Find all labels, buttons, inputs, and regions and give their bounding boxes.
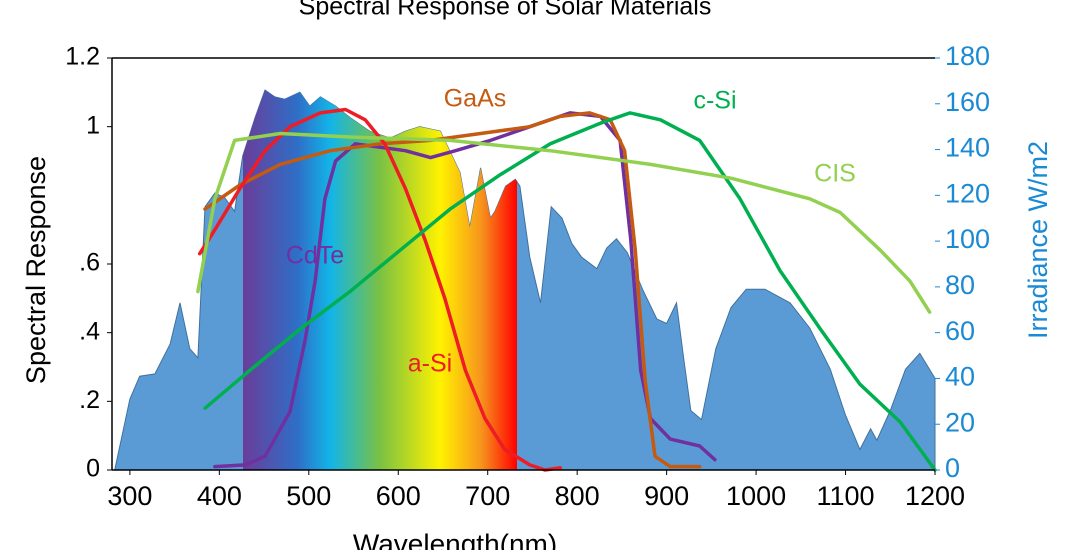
- y2-tick-label: 140: [945, 133, 990, 163]
- y2-tick-label: 180: [945, 41, 990, 71]
- x-axis-label: Wavelength(nm): [353, 528, 557, 550]
- x-tick-label: 900: [644, 481, 689, 511]
- y-tick-label: 0: [86, 455, 100, 483]
- series-label: c-Si: [693, 87, 736, 115]
- response-line: [203, 111, 937, 472]
- x-tick-label: 300: [107, 481, 152, 511]
- y2-tick-label: 120: [945, 178, 990, 208]
- x-tick-label: 500: [286, 481, 331, 511]
- response-line: [197, 107, 562, 472]
- response-line: [196, 131, 932, 314]
- y2-tick-label: 20: [945, 407, 975, 437]
- response-line: [213, 111, 717, 469]
- series-label: CdTe: [286, 242, 344, 270]
- y2-tick-label: 60: [945, 316, 975, 346]
- y2-tick-label: 80: [945, 270, 975, 300]
- x-tick-label: 400: [197, 481, 242, 511]
- y-axis-label: Spectral Response: [21, 156, 51, 384]
- x-tick-label: 1100: [817, 481, 875, 511]
- y2-axis-label: Irradiance W/m2: [1023, 141, 1053, 339]
- y2-tick-label: 160: [945, 87, 990, 117]
- y2-tick-label: 40: [945, 362, 975, 392]
- x-tick-label: 700: [465, 481, 510, 511]
- y2-tick-label: 0: [945, 453, 960, 483]
- visible-spectrum: [243, 90, 517, 470]
- x-tick-label: 600: [376, 481, 421, 511]
- y-tick-label: .4: [79, 317, 100, 345]
- x-tick-label: 800: [555, 481, 600, 511]
- y-tick-label: 1.2: [65, 43, 100, 71]
- chart-title: Spectral Response of Solar Materials: [299, 0, 712, 21]
- series-label: GaAs: [444, 85, 507, 113]
- y-tick-label: .2: [79, 386, 100, 414]
- series-label: CIS: [814, 160, 856, 188]
- x-tick-label: 1000: [726, 481, 786, 511]
- y-tick-label: 1: [86, 111, 100, 139]
- response-line: [203, 111, 702, 469]
- x-tick-label: 1200: [905, 481, 965, 511]
- y-tick-label: .6: [79, 249, 100, 277]
- y2-tick-label: 100: [945, 224, 990, 254]
- series-label: a-Si: [408, 350, 452, 378]
